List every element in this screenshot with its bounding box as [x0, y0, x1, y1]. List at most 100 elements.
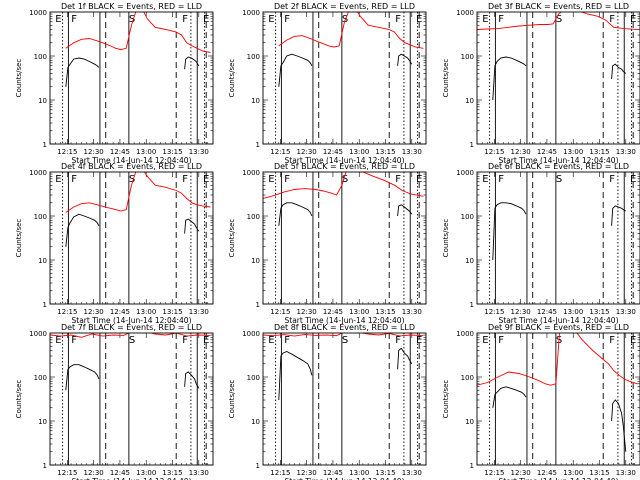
marker-letter: E [268, 335, 274, 346]
series-line-events [611, 205, 627, 226]
marker-letter: S [129, 174, 135, 185]
plot-frame [262, 11, 427, 145]
marker-letter: F [498, 335, 504, 346]
series-line-lld [65, 12, 211, 53]
marker-letter: S [556, 14, 562, 25]
y-tick-label: 1000 [242, 9, 260, 17]
x-axis-label: Start Time (14-Jun-14 12:04:40) [72, 156, 192, 165]
chart-title: Det 9f BLACK = Events, RED = LLD [488, 323, 629, 332]
y-tick-label: 100 [247, 213, 260, 221]
x-tick-label: 12:45 [323, 469, 343, 477]
marker-letter: E [482, 174, 488, 185]
y-axis-label: Counts/sec [228, 59, 236, 98]
series-line-events [184, 56, 200, 70]
series-line-events [492, 202, 527, 261]
series-line-events [184, 371, 200, 389]
x-tick-label: 13:30 [616, 469, 636, 477]
y-tick-label: 1 [256, 141, 260, 149]
marker-letter: E [203, 14, 209, 25]
x-tick-label: 12:30 [84, 148, 104, 156]
x-tick-label: 12:30 [297, 148, 317, 156]
chart-title: Det 6f BLACK = Events, RED = LLD [488, 162, 629, 171]
x-tick-label: 12:30 [297, 469, 317, 477]
y-tick-label: 1000 [29, 169, 47, 177]
x-tick-label: 12:15 [270, 308, 290, 316]
marker-letter: E [416, 14, 422, 25]
x-tick-label: 13:15 [589, 308, 609, 316]
marker-letter: F [395, 14, 401, 25]
x-axis-label: Start Time (14-Jun-14 12:04:40) [285, 316, 405, 325]
series-line-lld [263, 333, 424, 337]
x-axis-label: Start Time (14-Jun-14 12:04:40) [72, 316, 192, 325]
chart-title: Det 3f BLACK = Events, RED = LLD [488, 2, 629, 11]
y-axis-label: Counts/sec [228, 380, 236, 419]
chart-panel-9: Det 9f BLACK = Events, RED = LLD 1 10 100 10… [442, 323, 640, 480]
y-tick-label: 1 [256, 462, 260, 470]
chart-panel-8: Det 8f BLACK = Events, RED = LLD 1 10 100 10… [228, 323, 427, 480]
chart-title: Det 5f BLACK = Events, RED = LLD [274, 162, 415, 171]
x-tick-label: 12:30 [84, 308, 104, 316]
y-tick-label: 1000 [242, 330, 260, 338]
marker-letter: F [71, 174, 77, 185]
y-tick-label: 100 [247, 374, 260, 382]
plot-frame [49, 171, 214, 305]
x-tick-label: 12:45 [323, 308, 343, 316]
y-tick-label: 1000 [29, 330, 47, 338]
x-axis-label: Start Time (14-Jun-14 12:04:40) [285, 477, 405, 480]
plot-frame [476, 11, 640, 145]
y-tick-label: 100 [461, 374, 474, 382]
y-tick-label: 100 [34, 374, 47, 382]
y-tick-label: 1 [43, 141, 47, 149]
marker-letter: F [609, 14, 615, 25]
x-tick-label: 13:30 [616, 308, 636, 316]
x-tick-label: 12:30 [511, 469, 531, 477]
x-tick-label: 13:30 [402, 308, 422, 316]
x-tick-label: 12:15 [484, 469, 504, 477]
y-tick-label: 10 [465, 418, 474, 426]
x-tick-label: 13:00 [349, 148, 369, 156]
y-tick-label: 100 [34, 213, 47, 221]
x-tick-label: 12:45 [323, 148, 343, 156]
x-tick-label: 12:30 [511, 308, 531, 316]
x-axis-label: Start Time (14-Jun-14 12:04:40) [499, 156, 619, 165]
series-line-events [611, 399, 627, 452]
x-tick-label: 12:15 [270, 469, 290, 477]
y-axis-label: Counts/sec [442, 219, 450, 258]
y-tick-label: 1 [470, 462, 474, 470]
y-tick-label: 10 [465, 97, 474, 105]
x-tick-label: 12:15 [57, 308, 77, 316]
x-tick-label: 13:15 [162, 308, 182, 316]
x-tick-label: 13:00 [563, 469, 583, 477]
series-line-events [278, 202, 313, 226]
x-tick-label: 13:30 [189, 148, 209, 156]
plot-frame [476, 332, 640, 466]
y-axis-label: Counts/sec [228, 219, 236, 258]
x-tick-label: 13:15 [375, 148, 395, 156]
plot-frame [262, 332, 427, 466]
marker-letter: E [416, 174, 422, 185]
marker-letter: S [342, 335, 348, 346]
x-tick-label: 13:15 [162, 148, 182, 156]
plot-frame [476, 171, 640, 305]
chart-panel-2: Det 2f BLACK = Events, RED = LLD 1 10 100 10… [228, 2, 427, 165]
y-tick-label: 10 [251, 97, 260, 105]
y-tick-label: 10 [38, 418, 47, 426]
x-tick-label: 12:45 [537, 469, 557, 477]
marker-letter: E [482, 335, 488, 346]
y-tick-label: 10 [251, 257, 260, 265]
x-tick-label: 13:15 [589, 469, 609, 477]
x-tick-label: 13:00 [349, 308, 369, 316]
x-axis-label: Start Time (14-Jun-14 12:04:40) [499, 477, 619, 480]
y-tick-label: 1000 [456, 169, 474, 177]
marker-letter: E [268, 174, 274, 185]
x-tick-label: 13:00 [563, 308, 583, 316]
series-line-lld [477, 12, 638, 30]
chart-title: Det 4f BLACK = Events, RED = LLD [61, 162, 202, 171]
chart-panel-5: Det 5f BLACK = Events, RED = LLD 1 10 100 10… [228, 162, 427, 325]
y-tick-label: 1000 [456, 9, 474, 17]
series-line-events [65, 213, 100, 247]
chart-title: Det 2f BLACK = Events, RED = LLD [274, 2, 415, 11]
x-tick-label: 12:30 [84, 469, 104, 477]
x-tick-label: 12:15 [270, 148, 290, 156]
y-tick-label: 10 [465, 257, 474, 265]
